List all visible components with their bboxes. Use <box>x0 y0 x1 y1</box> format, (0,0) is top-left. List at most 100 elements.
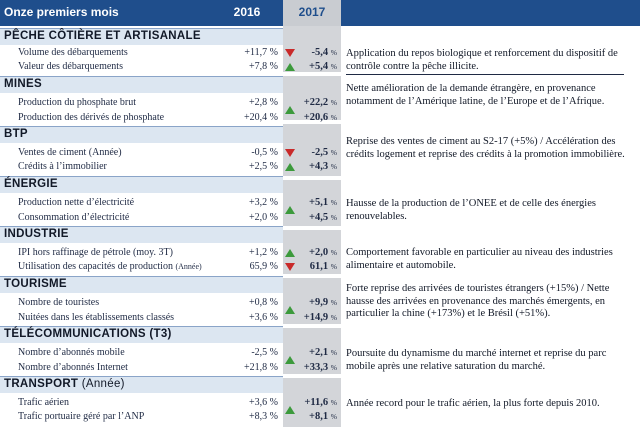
value-2017: -2,5 % <box>311 147 338 158</box>
value-2017: 61,1 % <box>309 261 337 272</box>
section-title: PÊCHE CÔTIÈRE ET ARTISANALE <box>4 30 201 42</box>
value-2017: +5,4 % <box>309 61 337 72</box>
value-2017-cell: +33,3 % <box>283 361 341 375</box>
section-btp: BTP Ventes de ciment (Année) -0,5 % -2,5… <box>0 126 640 176</box>
value-2016: -0,5 % <box>251 147 278 158</box>
value-2016: -2,5 % <box>251 347 278 358</box>
band-separator <box>283 120 341 124</box>
table-row: Production du phosphate brut +2,8 % <box>0 96 283 110</box>
section-header: MINES <box>0 76 283 93</box>
section-tourisme: TOURISME Nombre de touristes +0,8 % +9,9… <box>0 276 640 326</box>
table-row: IPI hors raffinage de pétrole (moy. 3T) … <box>0 246 283 260</box>
value-2016: +8,3 % <box>249 411 278 422</box>
up-arrow-icon <box>285 306 295 314</box>
value-2017-cell: +4,5 % <box>283 211 341 225</box>
section-comment: Application du repos biologique et renfo… <box>346 48 618 72</box>
section-header: TRANSPORT (Année) <box>0 376 283 393</box>
section-title: TRANSPORT (Année) <box>4 378 125 390</box>
up-arrow-icon <box>285 163 295 171</box>
band-separator <box>283 226 341 230</box>
value-2017-cell: +2,1 % <box>283 346 341 364</box>
column-header-2016: 2016 <box>233 5 261 19</box>
value-2017-cell: +9,9 % <box>283 296 341 314</box>
row-label: Production nette d’électricité <box>18 197 135 208</box>
table-header: Onze premiers mois 2016 2017 <box>0 0 640 26</box>
table-row: Nombre de touristes +0,8 % <box>0 296 283 310</box>
up-arrow-icon <box>285 63 295 71</box>
row-label: Ventes de ciment (Année) <box>18 147 122 158</box>
section-mines: MINES Production du phosphate brut +2,8 … <box>0 76 640 126</box>
down-arrow-icon <box>285 263 295 271</box>
row-label: Nuitées dans les établissements classés <box>18 312 175 323</box>
table-row: Crédits à l’immobilier +2,5 % <box>0 160 283 174</box>
section-header: BTP <box>0 126 283 143</box>
band-separator <box>283 176 341 180</box>
row-label: Utilisation des capacités de production … <box>18 261 202 272</box>
section-header: TOURISME <box>0 276 283 293</box>
row-label: Consommation d’électricité <box>18 212 130 223</box>
section-energie: ÉNERGIE Production nette d’électricité +… <box>0 176 640 226</box>
table-row: Valeur des débarquements +7,8 % <box>0 60 283 74</box>
section-industrie: INDUSTRIE IPI hors raffinage de pétrole … <box>0 226 640 274</box>
up-arrow-icon <box>285 356 295 364</box>
value-2017: +8,1 % <box>309 411 337 422</box>
row-label: Production des dérivés de phosphate <box>18 112 165 123</box>
band-separator <box>283 374 341 378</box>
section-peche: PÊCHE CÔTIÈRE ET ARTISANALE Volume des d… <box>0 28 640 74</box>
table-row: Volume des débarquements +11,7 % <box>0 46 283 60</box>
up-arrow-icon <box>285 406 295 414</box>
down-arrow-icon <box>285 149 295 157</box>
value-2016: +1,2 % <box>249 247 278 258</box>
section-comment: Forte reprise des arrivées de touristes … <box>346 283 610 319</box>
value-2017: +20,6 % <box>303 112 337 123</box>
row-label: Nombre d’abonnés Internet <box>18 362 128 373</box>
section-header: TÉLÉCOMMUNICATIONS (T3) <box>0 326 283 343</box>
section-transport: TRANSPORT (Année) Trafic aérien +3,6 % +… <box>0 376 640 426</box>
value-2016: +11,7 % <box>244 47 278 58</box>
table-title: Onze premiers mois <box>4 5 119 19</box>
value-2016: +2,8 % <box>249 97 278 108</box>
value-2017-cell: +14,9 % <box>283 311 341 325</box>
section-comment: Année record pour le trafic aérien, la p… <box>346 398 600 409</box>
value-2016: +21,8 % <box>244 362 278 373</box>
value-2017-cell: +8,1 % <box>283 410 341 424</box>
section-comment: Nette amélioration de la demande étrangè… <box>346 83 605 107</box>
section-title: INDUSTRIE <box>4 228 69 240</box>
row-label: Nombre d’abonnés mobile <box>18 347 125 358</box>
value-2017-cell: -2,5 % <box>283 146 341 160</box>
row-label: Production du phosphate brut <box>18 97 137 108</box>
value-2017: +5,1 % <box>309 197 337 208</box>
value-2017: +2,0 % <box>309 247 337 258</box>
table-row: Nuitées dans les établissements classés … <box>0 311 283 325</box>
value-2016: +3,6 % <box>249 312 278 323</box>
comment-divider <box>346 74 624 75</box>
value-2017: +2,1 % <box>309 347 337 358</box>
value-2017: +14,9 % <box>303 312 337 323</box>
section-header: ÉNERGIE <box>0 176 283 193</box>
column-header-2017-background <box>283 0 341 26</box>
row-label: Trafic portuaire géré par l’ANP <box>18 411 145 422</box>
value-2017-cell: 61,1 % <box>283 260 341 274</box>
column-header-2017: 2017 <box>298 5 326 19</box>
section-title: TOURISME <box>4 278 67 290</box>
value-2017: -5,4 % <box>311 47 338 58</box>
section-header: PÊCHE CÔTIÈRE ET ARTISANALE <box>0 28 283 45</box>
section-header: INDUSTRIE <box>0 226 283 243</box>
value-2016: +20,4 % <box>244 112 278 123</box>
section-title: ÉNERGIE <box>4 178 58 190</box>
value-2017-cell: +20,6 % <box>283 111 341 125</box>
section-comment: Hausse de la production de l’ONEE et de … <box>346 198 596 222</box>
value-2017-cell: +5,4 % <box>283 60 341 74</box>
section-title: BTP <box>4 128 28 140</box>
value-2016: +2,0 % <box>249 212 278 223</box>
value-2017: +33,3 % <box>303 362 337 373</box>
value-2017-cell: +22,2 % <box>283 96 341 114</box>
table-row: Ventes de ciment (Année) -0,5 % <box>0 146 283 160</box>
band-separator <box>283 72 341 76</box>
up-arrow-icon <box>285 106 295 114</box>
value-2017-cell: +4,3 % <box>283 160 341 174</box>
value-2016: +3,2 % <box>249 197 278 208</box>
value-2016: +3,6 % <box>249 397 278 408</box>
down-arrow-icon <box>285 49 295 57</box>
table-row: Nombre d’abonnés mobile -2,5 % <box>0 346 283 360</box>
